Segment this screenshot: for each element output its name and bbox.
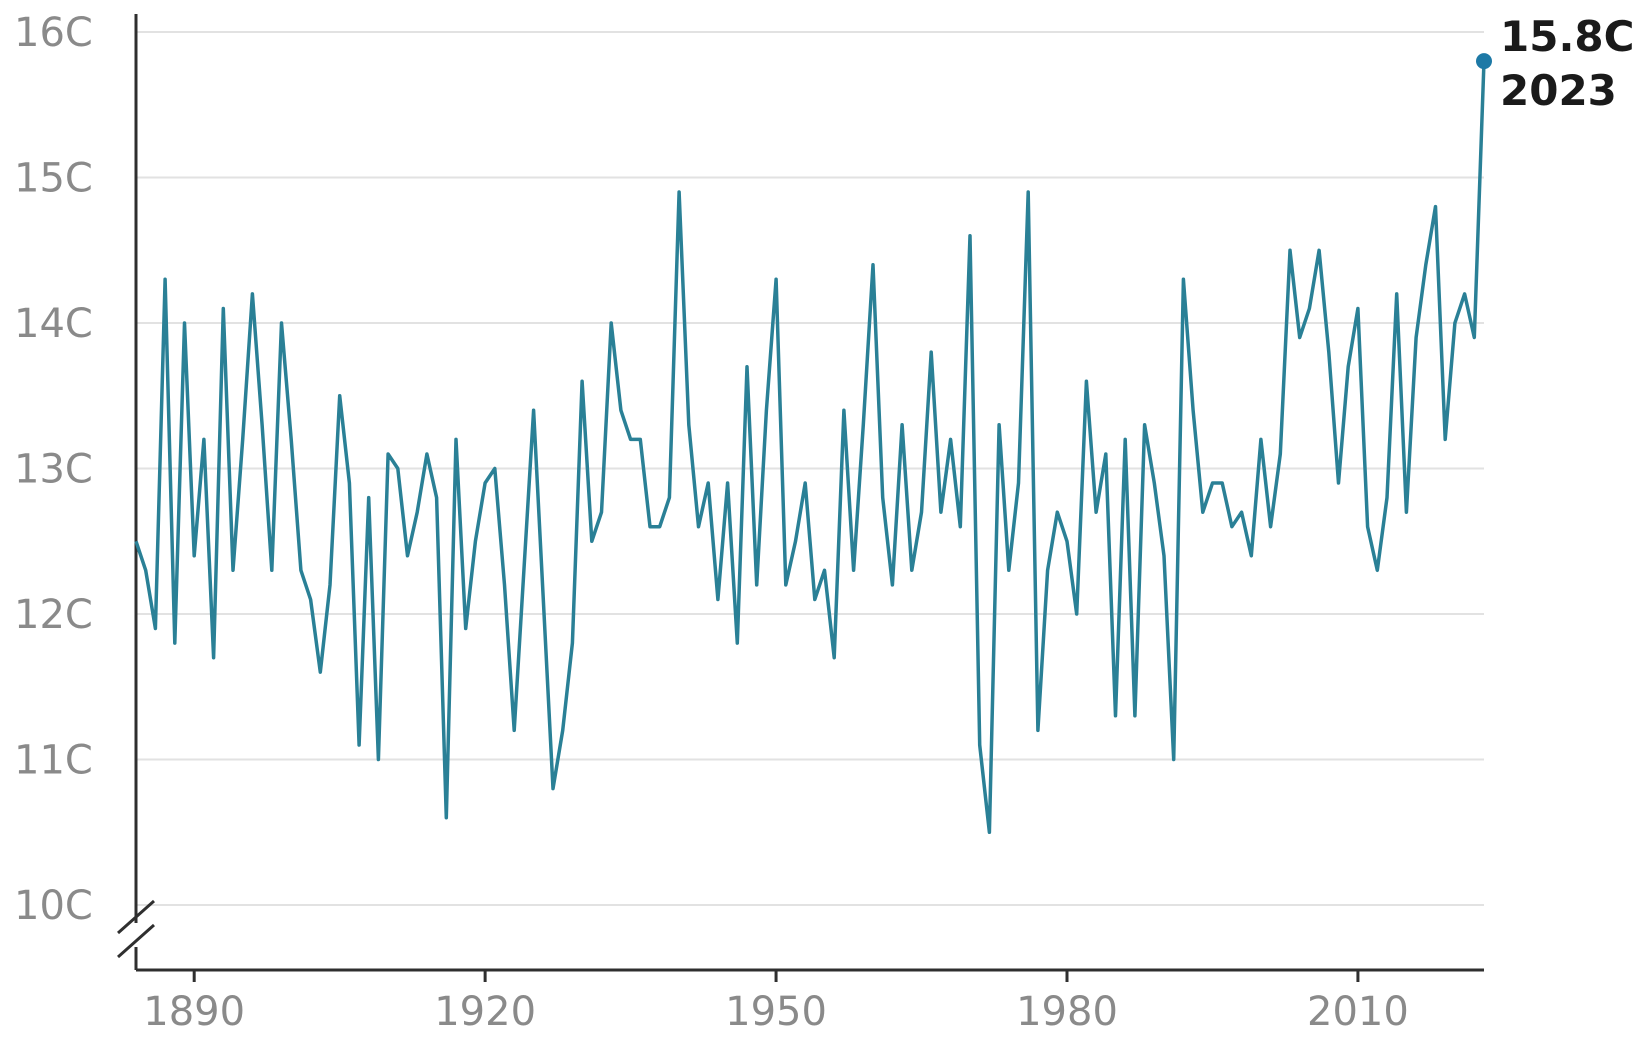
axis-break-slash <box>117 923 155 959</box>
annotation-year-label: 2023 <box>1500 66 1617 115</box>
y-tick-label: 10C <box>14 883 93 929</box>
y-tick-label: 15C <box>14 156 93 202</box>
y-tick-label: 13C <box>14 447 93 493</box>
x-tick-label: 1980 <box>1016 989 1118 1035</box>
x-axis-ticks: 1890 1920 1950 1980 2010 <box>143 970 1409 1035</box>
y-axis-ticks: 10C 11C 12C 13C 14C 15C 16C <box>14 10 93 929</box>
highlight-point-2023 <box>1476 53 1492 70</box>
y-tick-label: 12C <box>14 592 93 638</box>
axis-break-slash <box>117 899 155 935</box>
x-tick-label: 1950 <box>725 989 827 1035</box>
x-tick-label: 2010 <box>1307 989 1409 1035</box>
x-tick-label: 1890 <box>143 989 245 1035</box>
x-tick-label: 1920 <box>434 989 536 1035</box>
y-axis-break-marker <box>114 899 158 959</box>
y-tick-label: 11C <box>14 738 93 784</box>
annotation-value-label: 15.8C <box>1500 12 1634 61</box>
y-tick-label: 16C <box>14 10 93 56</box>
series-line <box>134 61 1486 835</box>
y-tick-label: 14C <box>14 301 93 347</box>
gridlines <box>136 31 1484 906</box>
